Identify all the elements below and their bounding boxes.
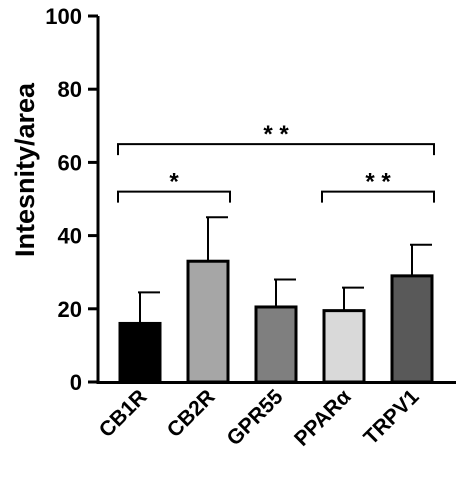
y-ticks: 0 20 40 60 80 100 bbox=[45, 4, 98, 395]
bars bbox=[118, 216, 434, 384]
bar-3 bbox=[322, 309, 366, 384]
bar-4 bbox=[390, 274, 434, 384]
y-tick-label: 100 bbox=[45, 4, 82, 29]
y-tick-label: 80 bbox=[58, 77, 82, 102]
bar-0 bbox=[118, 321, 162, 384]
category-labels: CB1R CB2R GPR55 PPARα TRPV1 bbox=[95, 385, 424, 451]
significance-bracket-0 bbox=[117, 190, 231, 203]
category-label-4: TRPV1 bbox=[359, 385, 423, 449]
significance-bracket-1 bbox=[321, 190, 435, 203]
category-label-3: PPARα bbox=[290, 385, 356, 451]
y-tick-label: 60 bbox=[58, 150, 82, 175]
bar-1 bbox=[186, 259, 230, 384]
y-tick-label: 40 bbox=[58, 224, 82, 249]
y-tick-label: 20 bbox=[58, 297, 82, 322]
bar-2 bbox=[254, 305, 298, 384]
y-axis-title: Intesnity/area bbox=[10, 82, 40, 257]
category-label-0: CB1R bbox=[95, 385, 152, 442]
significance-brackets: * * * * * bbox=[117, 121, 435, 203]
significance-label-2: * * bbox=[263, 121, 289, 148]
y-tick-label: 0 bbox=[70, 370, 82, 395]
significance-label-0: * bbox=[169, 169, 179, 196]
category-label-2: GPR55 bbox=[223, 385, 288, 450]
category-label-1: CB2R bbox=[163, 385, 220, 442]
significance-bracket-2 bbox=[117, 143, 435, 156]
significance-label-1: * * bbox=[365, 169, 391, 196]
